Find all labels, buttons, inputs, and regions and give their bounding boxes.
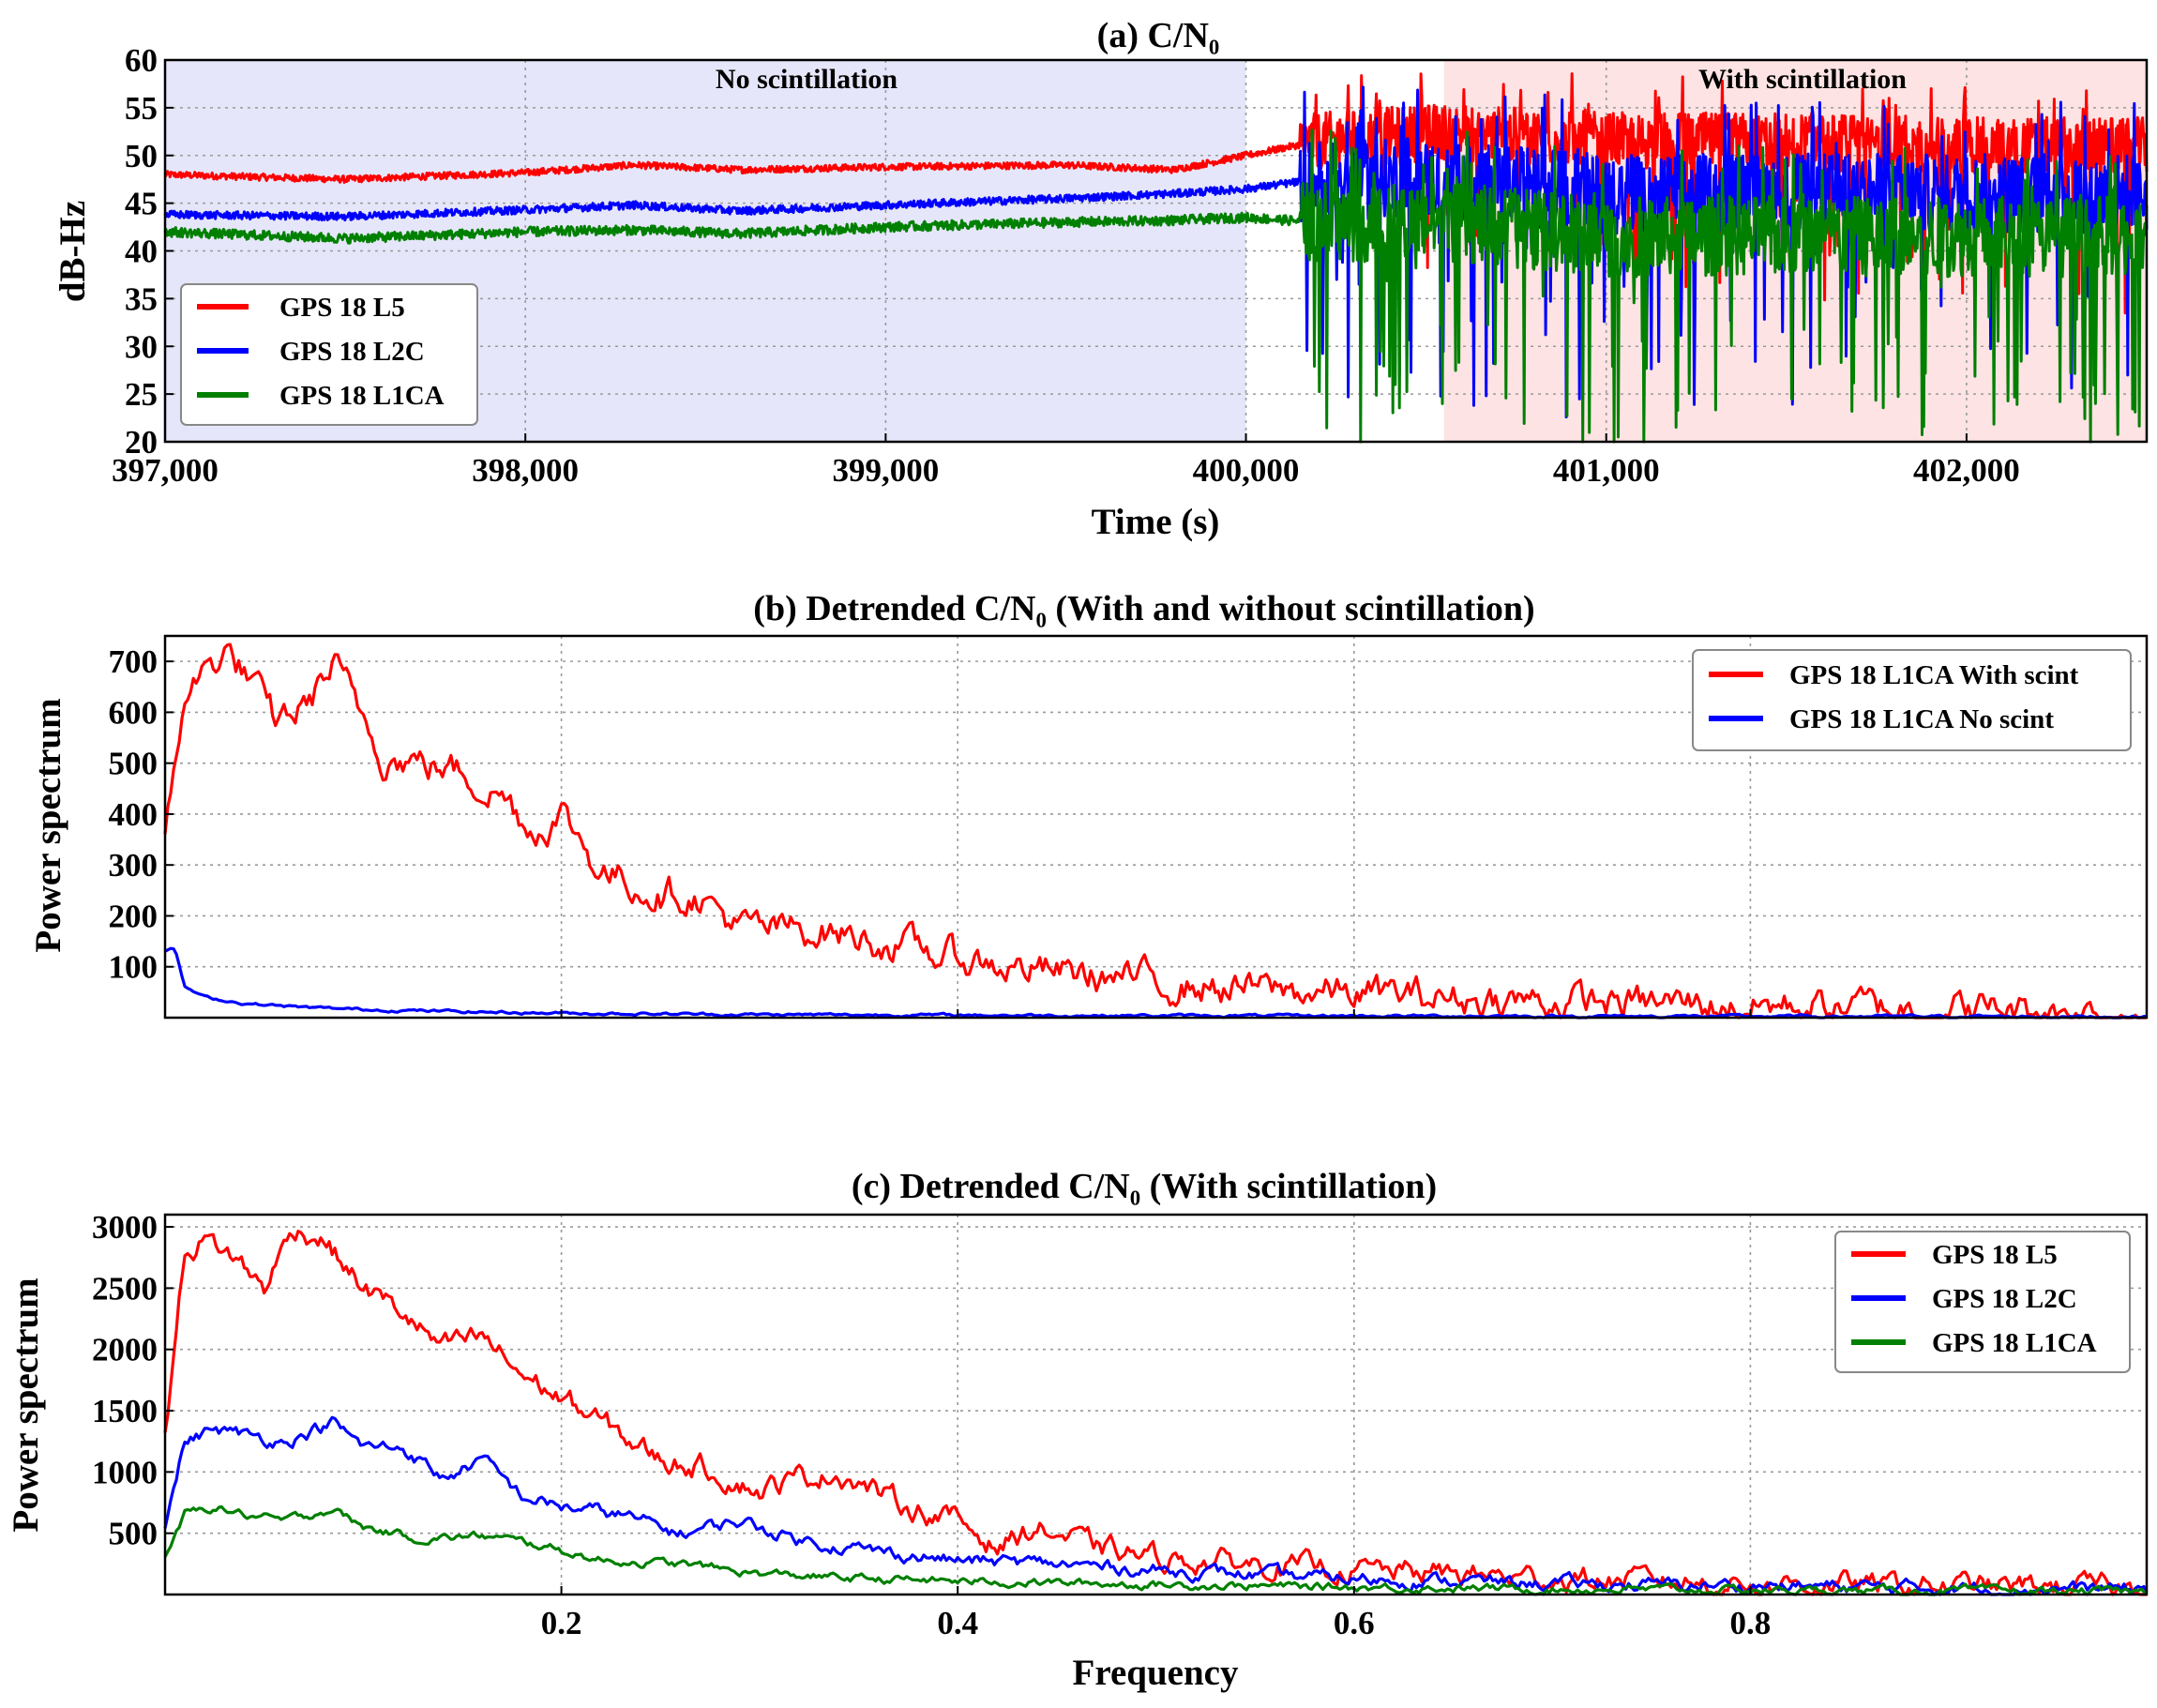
- x-axis-label: Frequency: [1073, 1653, 1239, 1693]
- legend-label: GPS 18 L1CA With scint: [1789, 660, 2079, 690]
- x-tick-label: 0.6: [1334, 1605, 1375, 1641]
- y-tick-label: 600: [109, 694, 158, 731]
- legend-label: GPS 18 L5: [279, 293, 405, 323]
- series-line: [163, 85, 2149, 419]
- y-tick-label: 100: [109, 949, 158, 986]
- x-tick-label: 400,000: [1193, 452, 1300, 489]
- y-tick-label: 500: [109, 1516, 158, 1552]
- axis-ticks: 0.2 0.4 0.6 0.8 500 1000 1500 2000 2500 3000: [92, 1209, 1771, 1641]
- legend-box: [180, 283, 478, 426]
- legend: GPS 18 L1CA With scint GPS 18 L1CA No sc…: [1692, 649, 2132, 751]
- y-tick-label: 300: [109, 847, 158, 884]
- y-tick-label: 1000: [92, 1454, 158, 1490]
- legend-label: GPS 18 L5: [1932, 1240, 2058, 1270]
- grid-lines: [165, 1215, 2147, 1595]
- x-tick-label: 399,000: [832, 452, 939, 489]
- y-tick-label: 45: [125, 186, 158, 222]
- y-tick-label: 60: [125, 42, 158, 79]
- series-line: [163, 128, 2149, 444]
- panel-a-title: (a) C/N₀: [1097, 16, 1220, 55]
- y-tick-label: 35: [125, 280, 158, 317]
- series-line: [163, 1504, 2149, 1596]
- y-axis-label: Power spectrum: [6, 1277, 46, 1532]
- x-tick-label: 0.8: [1730, 1605, 1772, 1641]
- x-tick-label: 398,000: [472, 452, 579, 489]
- legend-label: GPS 18 L1CA: [1932, 1328, 2097, 1358]
- series-line: [163, 1415, 2149, 1596]
- region-label-with-scintillation: With scintillation: [1698, 64, 1907, 95]
- x-tick-label: 0.4: [937, 1605, 978, 1641]
- plot-series: [163, 72, 2149, 444]
- region-label-no-scintillation: No scintillation: [716, 64, 897, 95]
- series-line: [163, 1230, 2147, 1596]
- x-tick-label: 0.2: [541, 1605, 582, 1641]
- panel-c-title: (c) Detrended C/N₀ (With scintillation): [852, 1167, 1437, 1206]
- y-axis-label: dB-Hz: [53, 201, 93, 302]
- plot-frame: [163, 58, 2149, 444]
- series-line: [163, 642, 2147, 1020]
- x-tick-label: 397,000: [112, 452, 219, 489]
- y-tick-label: 2000: [92, 1332, 158, 1368]
- y-tick-label: 700: [109, 643, 158, 680]
- panel-a-cn0: (a) C/N₀ 397,000 398,000 399,000 400,000 401…: [53, 16, 2149, 542]
- axis-ticks: 397,000 398,000 399,000 400,000 401,000 402,0…: [112, 42, 2020, 489]
- x-tick-label: 402,000: [1913, 452, 2020, 489]
- y-tick-label: 200: [109, 898, 158, 934]
- legend: GPS 18 L5 GPS 18 L2C GPS 18 L1CA: [1834, 1231, 2131, 1373]
- legend-box: [1692, 649, 2132, 751]
- x-axis-label: Time (s): [1092, 502, 1220, 542]
- y-tick-label: 20: [125, 424, 158, 461]
- y-tick-label: 25: [125, 376, 158, 413]
- legend: GPS 18 L5 GPS 18 L2C GPS 18 L1CA: [180, 283, 478, 426]
- plot-frame: [163, 634, 2149, 1020]
- y-tick-label: 2500: [92, 1270, 158, 1307]
- legend-label: GPS 18 L1CA: [279, 381, 445, 411]
- x-tick-label: 401,000: [1553, 452, 1660, 489]
- series-line: [163, 72, 2149, 315]
- panel-b-detrended: (b) Detrended C/N₀ (With and without sci…: [28, 589, 2149, 1020]
- panel-c-detrended-scint: (c) Detrended C/N₀ (With scintillation) …: [6, 1167, 2149, 1693]
- legend-label: GPS 18 L2C: [1932, 1284, 2077, 1314]
- legend-box: [1834, 1231, 2131, 1373]
- plot-series: [163, 1230, 2149, 1596]
- y-tick-label: 50: [125, 138, 158, 174]
- y-tick-label: 30: [125, 328, 158, 365]
- plot-frame: [163, 1213, 2149, 1596]
- legend-label: GPS 18 L2C: [279, 337, 425, 367]
- axis-ticks: 100 200 300 400 500 600 700: [109, 643, 1752, 1018]
- panel-b-title: (b) Detrended C/N₀ (With and without sci…: [753, 589, 1534, 628]
- y-tick-label: 500: [109, 746, 158, 782]
- legend-label: GPS 18 L1CA No scint: [1789, 704, 2054, 734]
- y-tick-label: 3000: [92, 1209, 158, 1246]
- y-axis-label: Power spectrum: [28, 698, 68, 952]
- y-tick-label: 40: [125, 234, 158, 270]
- y-tick-label: 55: [125, 90, 158, 127]
- y-tick-label: 400: [109, 796, 158, 833]
- y-tick-label: 1500: [92, 1393, 158, 1429]
